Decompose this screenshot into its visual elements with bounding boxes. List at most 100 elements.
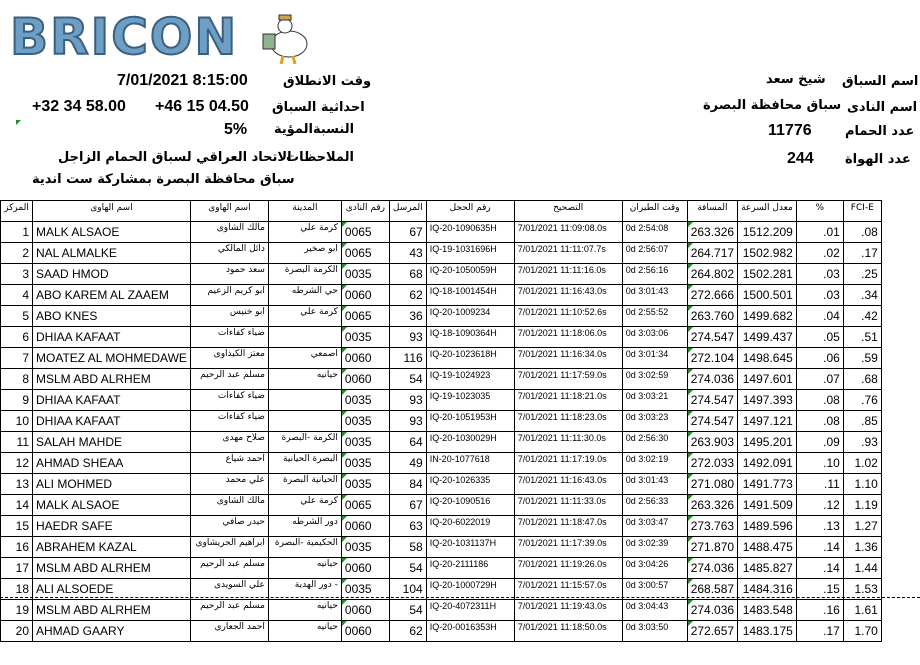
- table-row[interactable]: 9 DHIAA KAFAAT ضياء كفاءات 0035 93 IQ-19-1023…: [0, 389, 882, 411]
- coord-2: +32 34 58.00: [32, 98, 126, 115]
- percent-value: .11: [824, 476, 840, 491]
- cell-city: حيانيه: [267, 599, 342, 621]
- table-row[interactable]: 10 DHIAA KAFAAT ضياء كفاءات 0035 93 IQ-20-105…: [0, 410, 882, 432]
- distance-value: 268.587: [690, 581, 735, 596]
- cell-rank: 2: [0, 242, 33, 264]
- table-row[interactable]: 8 MSLM ABD ALRHEM مسلم عبد الرحيم حيانيه 006…: [0, 368, 882, 390]
- cell-fancier-name-en: MALK ALSAOE: [32, 221, 191, 243]
- notes-line-2: سباق محافظة البصرة بمشاركة ست اندية: [32, 172, 295, 187]
- cell-fancier-name-en: AHMAD SHEAA: [32, 452, 191, 474]
- corrected-time-value: 7/01/2021 11:11:16.0s: [517, 265, 606, 275]
- sent-value: 93: [409, 392, 423, 407]
- cell-fci-e: .25: [842, 263, 882, 285]
- table-row[interactable]: 5 ABO KNES ابو خنيس كرمة علي 0065 36 IQ-20-100…: [0, 305, 882, 327]
- cell-percent: .01: [795, 221, 844, 243]
- rank-value: 8: [22, 371, 29, 386]
- sent-value: 36: [409, 308, 423, 323]
- fancier-name-en-value: MOATEZ AL MOHMEDAWE: [36, 350, 187, 365]
- fancier-name-en-value: ABRAHEM KAZAL: [36, 539, 137, 554]
- cell-fci-e: .08: [842, 221, 882, 243]
- cell-rank: 6: [0, 326, 33, 348]
- cell-fancier-name-ar: مسلم عبد الرحيم: [189, 557, 269, 579]
- fancier-name-ar-value: سعد حمود: [226, 265, 265, 275]
- rank-value: 9: [22, 392, 29, 407]
- table-row[interactable]: 17 MSLM ABD ALRHEM مسلم عبد الرحيم حيانيه 00…: [0, 557, 882, 579]
- cell-percent: .16: [795, 599, 844, 621]
- table-header-row: المركز اسم الهاوى اسم الهاوى المدينة رقم الن…: [0, 200, 882, 222]
- cell-fancier-name-en: DHIAA KAFAAT: [32, 326, 191, 348]
- cell-rank: 10: [0, 410, 33, 432]
- birds-label: عدد الحمام: [845, 124, 915, 139]
- cell-club-number: 0060: [340, 515, 390, 537]
- cell-speed: 1499.437: [737, 326, 797, 348]
- cell-fci-e: .93: [842, 431, 882, 453]
- table-row[interactable]: 14 MALK ALSAOE مالك الشاوى كرمة علي 0065 67 IQ…: [0, 494, 882, 516]
- corrected-time-value: 7/01/2021 11:15:57.0s: [517, 580, 607, 590]
- cell-sent: 62: [388, 620, 427, 642]
- table-row[interactable]: 13 ALI MOHMED علي محمد الحيانية البصرة 0035 8…: [0, 473, 882, 495]
- cell-percent: .09: [795, 431, 844, 453]
- rank-value: 17: [15, 560, 29, 575]
- ring-number-value: IQ-20-1026335: [429, 475, 491, 485]
- cell-flight-time: 0d 3:01:43: [621, 473, 688, 495]
- cell-speed: 1483.175: [737, 620, 797, 642]
- distance-value: 271.080: [690, 476, 735, 491]
- club-name-label: اسم النادى: [847, 100, 918, 115]
- comment-marker-icon: [688, 453, 693, 458]
- table-row[interactable]: 16 ABRAHEM KAZAL ابراهيم الحريشاوى الحكيمية…: [0, 536, 882, 558]
- cell-ring-number: IQ-20-1090635H: [425, 221, 515, 243]
- table-row[interactable]: 1 MALK ALSAOE مالك الشاوى كرمة علي 0065 67 IQ-…: [0, 221, 882, 243]
- cell-rank: 11: [0, 431, 33, 453]
- corrected-time-value: 7/01/2021 11:11:07.7s: [517, 244, 606, 254]
- flight-time-value: 0d 2:56:16: [625, 265, 669, 275]
- cell-fancier-name-en: MOATEZ AL MOHMEDAWE: [32, 347, 191, 369]
- cell-percent: .08: [795, 389, 844, 411]
- corrected-time-value: 7/01/2021 11:18:23.0s: [517, 412, 607, 422]
- cell-corrected-time: 7/01/2021 11:11:33.0s: [513, 494, 623, 516]
- table-row[interactable]: 4 ABO KAREM AL ZAAEM ابو كريم الزعيم حي الش…: [0, 284, 882, 306]
- sent-value: 68: [409, 266, 423, 281]
- fancier-name-ar-value: ضياء كفاءات: [217, 391, 265, 401]
- rank-value: 4: [22, 287, 29, 302]
- ring-number-value: IQ-20-1050059H: [429, 265, 497, 275]
- fci-e-value: 1.53: [854, 581, 878, 596]
- cell-flight-time: 0d 2:56:33: [621, 494, 688, 516]
- cell-percent: .04: [795, 305, 844, 327]
- cell-city: الحيانية البصرة: [267, 473, 342, 495]
- fci-e-value: 1.70: [854, 623, 878, 638]
- table-row[interactable]: 2 NAL ALMALKE دائل المالكي ابو صخير 0065 43 IQ…: [0, 242, 882, 264]
- table-row[interactable]: 15 HAEDR SAFE حيدر صافي دور الشرطه 0060 63 IQ-…: [0, 515, 882, 537]
- table-row[interactable]: 3 SAAD HMOD سعد حمود الكرمة البصرة 0035 68 IQ-…: [0, 263, 882, 285]
- cell-club-number: 0035: [340, 473, 390, 495]
- comment-marker-icon: [342, 264, 347, 269]
- cell-corrected-time: 7/01/2021 11:18:47.0s: [513, 515, 623, 537]
- fancier-name-en-value: SAAD HMOD: [36, 266, 109, 281]
- cell-percent: .02: [795, 242, 844, 264]
- cell-club-number: 0060: [340, 284, 390, 306]
- table-row[interactable]: 11 SALAH MAHDE صلاح مهدى الكرمة -البصرة 0035…: [0, 431, 882, 453]
- column-header-corrected-time: التصحيح: [513, 200, 623, 222]
- comment-marker-icon: [688, 537, 693, 542]
- rank-value: 19: [15, 602, 29, 617]
- table-row[interactable]: 19 MSLM ABD ALRHEM مسلم عبد الرحيم حيانيه 00…: [0, 599, 882, 621]
- cell-club-number: 0060: [340, 347, 390, 369]
- cell-flight-time: 0d 3:03:47: [621, 515, 688, 537]
- table-row[interactable]: 7 MOATEZ AL MOHMEDAWE معتز الكيذاوى اصمعي 00…: [0, 347, 882, 369]
- speed-value: 1484.316: [742, 581, 793, 596]
- table-row[interactable]: 6 DHIAA KAFAAT ضياء كفاءات 0035 93 IQ-18-1090…: [0, 326, 882, 348]
- cell-city: الحكيمية -البصرة: [267, 536, 342, 558]
- fancier-name-ar-value: ابو خنيس: [229, 307, 265, 317]
- sent-value: 58: [409, 539, 423, 554]
- table-row[interactable]: 20 AHMAD GAARY احمد الجعارى حيانيه 0060 62 IQ-…: [0, 620, 882, 642]
- cell-distance: 272.033: [686, 452, 739, 474]
- comment-marker-icon: [342, 579, 347, 584]
- fancier-name-ar-value: مسلم عبد الرحيم: [200, 370, 265, 380]
- table-row[interactable]: 18 ALI ALSOEDE علي السويدى - دور الهدية 0035…: [0, 578, 882, 600]
- club-number-value: 0060: [344, 371, 372, 386]
- percent-value: .15: [823, 581, 840, 596]
- speed-value: 1498.645: [742, 350, 793, 365]
- table-row[interactable]: 12 AHMAD SHEAA احمد شياع البصرة الحيانية 003…: [0, 452, 882, 474]
- cell-speed: 1502.982: [737, 242, 797, 264]
- corrected-time-value: 7/01/2021 11:11:30.0s: [517, 433, 606, 443]
- cell-fci-e: .85: [842, 410, 882, 432]
